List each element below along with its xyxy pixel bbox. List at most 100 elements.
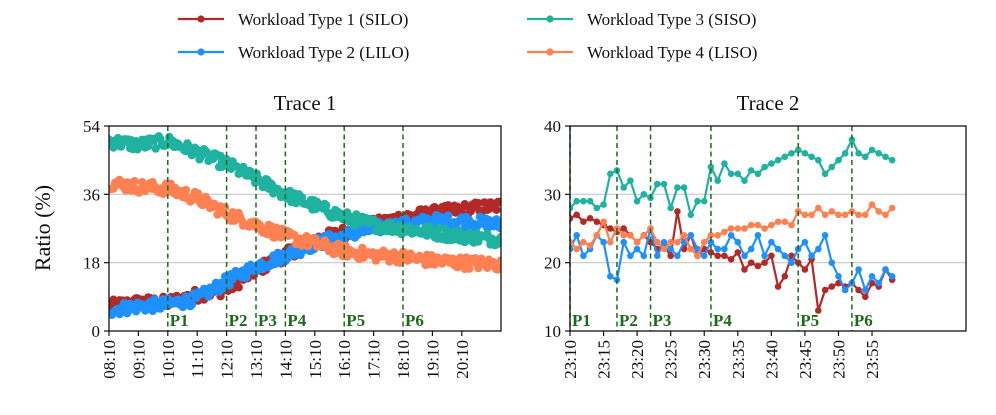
legend-item-4: Workload Type 4 (LISO)	[527, 43, 757, 62]
trace-2-series-3-point	[774, 156, 782, 164]
trace-2-series-4-point	[573, 245, 580, 253]
trace-2-series-2-point	[607, 273, 614, 280]
trace-1-series-2-point	[187, 300, 197, 309]
trace-2-series-1-point	[707, 249, 715, 256]
trace-2-series-2-point	[687, 232, 695, 239]
trace-2-series-4-point	[654, 238, 661, 246]
trace-2-series-3-point	[747, 167, 755, 174]
trace-2-series-3-point	[700, 197, 708, 205]
trace-2-series-2-point	[674, 252, 681, 260]
trace-2-series-2-point	[741, 252, 748, 260]
trace-2-series-1	[570, 208, 896, 314]
trace-2-series-3-point	[862, 153, 869, 161]
trace-1-series-4-point	[181, 185, 191, 195]
trace-2-series-2-point	[640, 252, 648, 260]
trace-1-xtick-label: 11:10	[188, 340, 207, 378]
trace-2-series-2-point	[774, 245, 782, 253]
trace-2-series-2-point	[781, 252, 789, 260]
legend-item-4-marker	[546, 48, 554, 56]
legend-item-3-label: Workload Type 3 (SISO)	[587, 10, 756, 29]
trace-2-series-4-point	[633, 238, 641, 246]
trace-2-series-3-point	[667, 204, 674, 212]
trace-2-series-1-point	[647, 238, 654, 246]
trace-2-series-4-point	[821, 211, 829, 219]
trace-1-series-4-point	[395, 258, 405, 267]
trace-2-series-4-point	[667, 238, 674, 246]
trace-1-series-3-point	[321, 201, 331, 210]
trace-2-series-1-point	[721, 252, 728, 260]
trace-2-series-1-point	[855, 286, 862, 294]
trace-2-series-4-point	[774, 218, 782, 225]
trace-2-marker-label-p5: P5	[800, 311, 819, 330]
trace-2-ytick-label: 30	[544, 185, 561, 204]
trace-2-series-2-point	[815, 245, 822, 253]
trace-2-series-2-point	[801, 238, 809, 246]
legend-item-4-label: Workload Type 4 (LISO)	[587, 43, 757, 62]
trace-1-ytick-label: 36	[83, 185, 100, 204]
trace-1-series-3-point	[495, 239, 501, 248]
trace-2-series-3-point	[687, 211, 695, 219]
trace-2-ytick-label: 10	[544, 322, 561, 341]
trace-2-series-3-point	[761, 163, 768, 171]
trace-2-series-4-point	[754, 221, 762, 229]
trace-2-panel: Trace 2 P1 P2 P3 P4 P5 P6 10 20 30 40 23:10 23:15 23:…	[544, 91, 967, 379]
trace-2-series-2-point	[600, 238, 607, 246]
trace-2-series-4-point	[586, 242, 594, 249]
legend-item-3: Workload Type 3 (SISO)	[527, 10, 756, 29]
trace-2-series-4-point	[741, 225, 748, 232]
trace-2-series-4-point	[593, 232, 601, 239]
trace-1-xtick-label: 12:10	[218, 340, 237, 379]
legend-item-2-marker	[197, 48, 205, 56]
trace-2-series-4-point	[781, 218, 789, 225]
trace-1-series-2-point	[242, 273, 251, 282]
trace-1-series-1-point	[496, 198, 501, 207]
trace-1-series-4-point	[465, 264, 474, 273]
trace-2-series-4-point	[700, 238, 708, 246]
trace-1-xtick-label: 20:10	[453, 340, 472, 379]
trace-2-series-3-point	[801, 150, 809, 157]
trace-2-series-1-point	[768, 252, 775, 260]
trace-2-series-2-point	[714, 245, 721, 253]
trace-1-series-3-point	[151, 144, 160, 153]
trace-2-series-3-point	[768, 160, 775, 167]
trace-2-series-2-point	[875, 279, 882, 287]
trace-2-series-3-point	[754, 170, 762, 178]
trace-2-marker-label-p3: P3	[653, 311, 672, 330]
trace-2-series-4-point	[835, 211, 842, 219]
trace-2-series-1-point	[781, 273, 789, 280]
trace-2-series-4-point	[888, 204, 896, 212]
trace-2-series-3-point	[721, 160, 728, 167]
trace-2-series-4-point	[607, 238, 614, 246]
trace-2-xtick-label: 23:15	[595, 340, 614, 379]
trace-2-series-4-point	[640, 232, 648, 239]
trace-1-series-2-point	[401, 214, 411, 223]
trace-2-series-2-point	[761, 252, 768, 260]
trace-1-xtick-label: 09:10	[129, 340, 148, 379]
trace-2-series-4-point	[855, 211, 862, 219]
trace-2-series-3-point	[848, 136, 856, 143]
trace-2-series-4-point	[768, 221, 775, 229]
trace-2-series-2-point	[754, 232, 762, 239]
trace-2-series-4-point	[875, 208, 882, 215]
trace-2-series-4-point	[734, 225, 742, 232]
legend-item-1-label: Workload Type 1 (SILO)	[238, 10, 408, 29]
trace-2-series-2-point	[660, 238, 668, 246]
trace-2-series-1-point	[580, 218, 587, 225]
trace-2-series-1-point	[801, 266, 809, 273]
trace-1-marker-label-p5: P5	[346, 311, 365, 330]
trace-2-series-2-point	[727, 232, 735, 239]
trace-2-xtick-label: 23:30	[695, 340, 714, 379]
trace-1-marker-label-p3: P3	[258, 311, 277, 330]
trace-2-series-3-point	[633, 197, 641, 205]
trace-1-xtick-label: 18:10	[394, 340, 413, 379]
trace-2-series-3-point	[794, 146, 802, 154]
trace-1-series-1-point	[234, 283, 243, 292]
trace-2-series-4-point	[727, 225, 735, 232]
trace-2-series-3-point	[868, 146, 876, 154]
trace-2-series-3-point	[674, 184, 681, 191]
trace-1-series-4-point	[130, 177, 139, 186]
legend-item-1: Workload Type 1 (SILO)	[178, 10, 408, 29]
trace-2-series-3-point	[788, 150, 795, 157]
trace-2-xtick-label: 23:45	[796, 340, 815, 379]
trace-2-series-4-point	[882, 211, 889, 219]
